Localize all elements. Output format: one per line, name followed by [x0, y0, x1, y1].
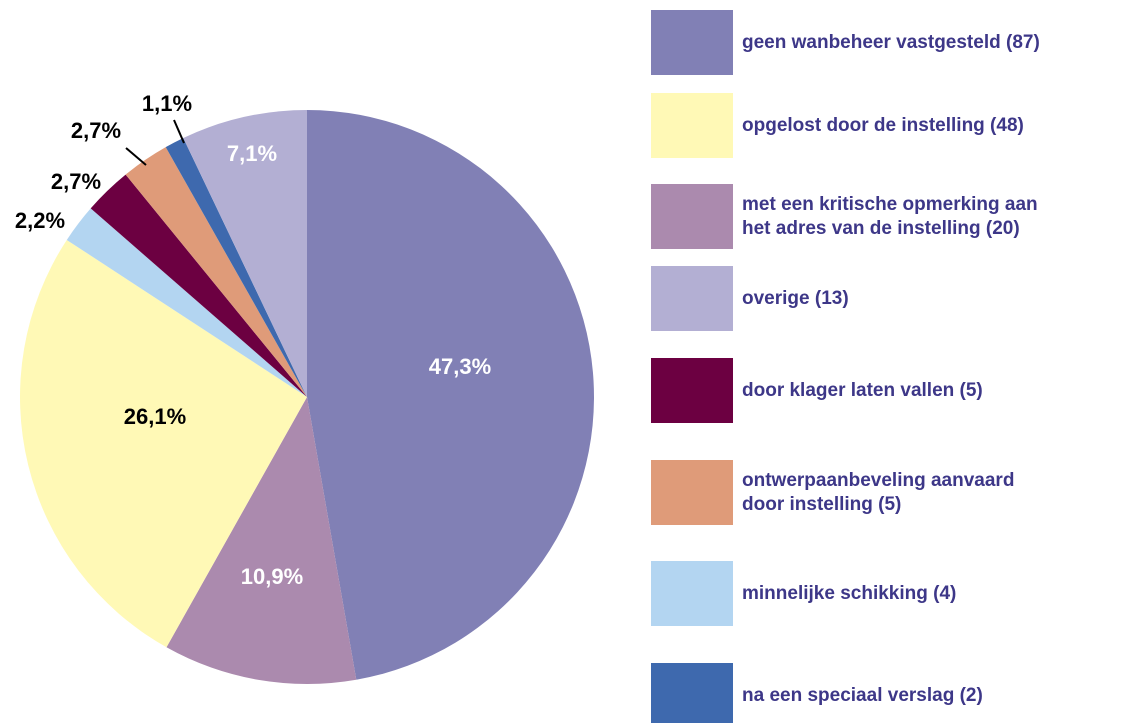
legend-swatch — [651, 266, 733, 331]
pie-slice — [90, 174, 307, 397]
legend-swatch — [651, 358, 733, 423]
pie-slice — [165, 138, 307, 397]
data-label: 1,1% — [142, 91, 192, 116]
legend-swatch — [651, 663, 733, 723]
legend-swatch — [651, 93, 733, 158]
legend-swatch — [651, 561, 733, 626]
pie-slice — [183, 110, 307, 397]
pie-slice — [166, 397, 357, 684]
legend-label: overige (13) — [742, 287, 849, 309]
data-label: 10,9% — [241, 564, 303, 589]
legend-label: ontwerpaanbeveling aanvaard door instell… — [742, 469, 1015, 515]
pie-slice — [19, 239, 307, 648]
legend-swatch — [651, 184, 733, 249]
data-label: 2,2% — [15, 208, 65, 233]
data-label: 47,3% — [429, 354, 491, 379]
legend-label: na een speciaal verslag (2) — [742, 684, 983, 706]
leader-line — [125, 147, 147, 166]
leader-line — [173, 119, 185, 144]
data-label: 2,7% — [51, 169, 101, 194]
legend-swatch — [651, 460, 733, 525]
legend-label: minnelijke schikking (4) — [742, 582, 957, 604]
data-label: 2,7% — [71, 118, 121, 143]
legend-label: met een kritische opmerking aan het adre… — [742, 193, 1038, 239]
legend-label: geen wanbeheer vastgesteld (87) — [742, 31, 1040, 53]
pie-slice — [66, 208, 307, 397]
legend-label: door klager laten vallen (5) — [742, 379, 983, 401]
legend-swatch — [651, 10, 733, 75]
data-label: 26,1% — [124, 404, 186, 429]
legend-label: opgelost door de instelling (48) — [742, 114, 1024, 136]
data-label: 7,1% — [227, 141, 277, 166]
pie-slice — [125, 147, 307, 397]
pie-slice — [307, 110, 594, 680]
